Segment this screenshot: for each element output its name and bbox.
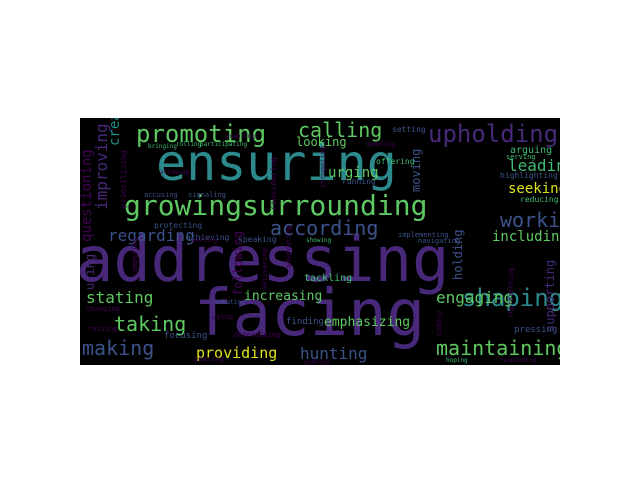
word-gambling: gambling <box>366 141 395 148</box>
word-according: according <box>270 216 379 240</box>
word-ensuring: ensuring <box>156 134 397 192</box>
word-regarding: regarding <box>108 226 195 245</box>
word-signaling: signaling <box>188 191 226 199</box>
word-representing: representing <box>507 267 515 318</box>
word-tackling: tackling <box>304 273 353 284</box>
word-hunting: hunting <box>300 344 368 363</box>
word-running: running <box>342 177 376 186</box>
word-emphasizing: emphasizing <box>324 315 411 330</box>
word-upholding: upholding <box>428 120 559 148</box>
word-engaging: engaging <box>436 288 514 307</box>
word-waiting: waiting <box>192 237 218 244</box>
word-growingsurrounding: growingsurrounding <box>124 189 428 222</box>
word-allowing: allowing <box>160 169 189 176</box>
word-implementing: implementing <box>398 231 449 239</box>
word-serving: serving <box>506 153 536 161</box>
word-shaping: shaping <box>462 284 560 312</box>
word-supporting: supporting <box>543 259 557 332</box>
word-facing: facing <box>194 277 426 351</box>
word-improving: improving <box>92 123 111 210</box>
word-competing: competing <box>131 238 139 276</box>
word-making: making <box>82 336 155 360</box>
word-hoping: hoping <box>446 357 468 364</box>
word-gearing: gearing <box>194 355 224 363</box>
word-using: using <box>83 253 97 290</box>
word-combating: combating <box>212 299 245 306</box>
word-focusing: focusing <box>164 331 208 341</box>
word-seeking: seeking <box>508 181 560 197</box>
word-pressing: pressing <box>514 325 558 335</box>
word-pushing: pushing <box>304 359 330 366</box>
word-cloud: addressing ensuring facing growingsurrou… <box>80 118 560 365</box>
word-taking: taking <box>114 312 187 336</box>
word-responding: responding <box>500 357 537 364</box>
word-leading: leading <box>508 156 560 175</box>
word-rolling: rolling <box>176 141 202 148</box>
word-achieving: achieving <box>186 233 230 242</box>
word-considering: considering <box>269 157 278 210</box>
word-offering: offering <box>376 157 415 166</box>
word-reducing: reducing <box>520 195 559 204</box>
word-promoting: promoting <box>136 120 267 148</box>
word-calling: calling <box>298 118 383 142</box>
word-changing: changing <box>86 305 120 313</box>
word-stating: stating <box>86 288 154 307</box>
word-addressing: addressing <box>80 223 450 296</box>
word-advocating: advocating <box>285 225 293 268</box>
word-speaking: speaking <box>238 235 277 244</box>
word-protecting: protecting <box>154 221 203 230</box>
word-maintaining: maintaining <box>436 336 560 360</box>
word-increasing: increasing <box>244 289 323 304</box>
word-participating: participating <box>200 141 247 148</box>
word-determining: determining <box>234 331 281 339</box>
word-coming: coming <box>435 310 443 336</box>
word-finding: finding <box>286 317 324 327</box>
word-delivering: delivering <box>261 247 269 290</box>
word-setting: setting <box>392 125 426 134</box>
word-providing: providing <box>196 344 278 362</box>
word-navigating: navigating <box>418 237 461 245</box>
word-questioning: questioning <box>80 149 95 242</box>
word-enabling: enabling <box>226 133 255 140</box>
word-including: including <box>492 229 560 245</box>
word-highlighting: highlighting <box>500 171 558 180</box>
word-arguing: arguing <box>510 145 553 156</box>
word-bringing: bringing <box>148 143 177 150</box>
word-urging: urging <box>328 165 379 181</box>
word-struggling: struggling <box>319 145 327 188</box>
word-moving: moving <box>409 148 423 192</box>
word-prioritizing: prioritizing <box>119 150 128 208</box>
word-accusing: accusing <box>144 191 178 199</box>
word-working: working <box>500 208 560 232</box>
word-raising: raising <box>88 325 118 333</box>
word-looking: looking <box>296 135 347 149</box>
word-vying: vying <box>212 313 234 321</box>
word-showing: showing <box>306 237 332 244</box>
